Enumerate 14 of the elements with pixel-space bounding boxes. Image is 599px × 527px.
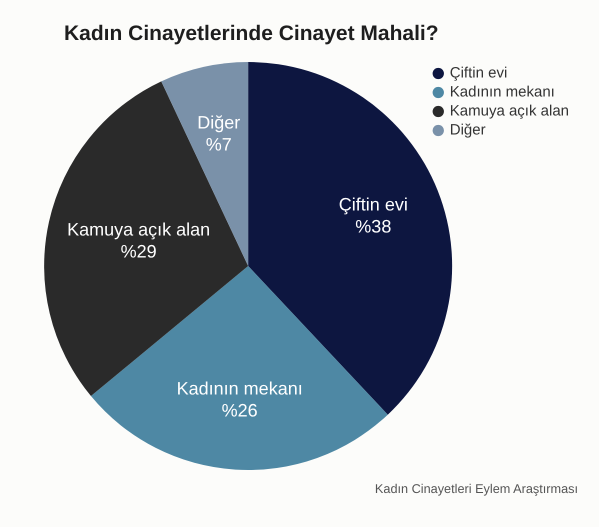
slice-label: Kadının mekanı (176, 378, 303, 398)
data-label: %38 (355, 216, 392, 236)
chart-title: Kadın Cinayetlerinde Cinayet Mahali? (64, 22, 439, 46)
data-label: %29 (120, 241, 157, 262)
legend-label: Çiftin evi (450, 64, 508, 82)
legend-label: Kadının mekanı (450, 84, 555, 101)
data-label: %26 (222, 400, 258, 420)
legend-label: Diğer (450, 122, 486, 139)
text: Kadın Cinayetleri Eylem Araştırması (374, 481, 578, 497)
data-label: %7 (206, 134, 232, 155)
slice-label: Diğer (197, 112, 240, 133)
legend-label: Kamuya açık alan (450, 102, 570, 120)
slice-label: Kamuya açık alan (67, 219, 210, 240)
slice-label: Çiftin evi (338, 194, 408, 214)
